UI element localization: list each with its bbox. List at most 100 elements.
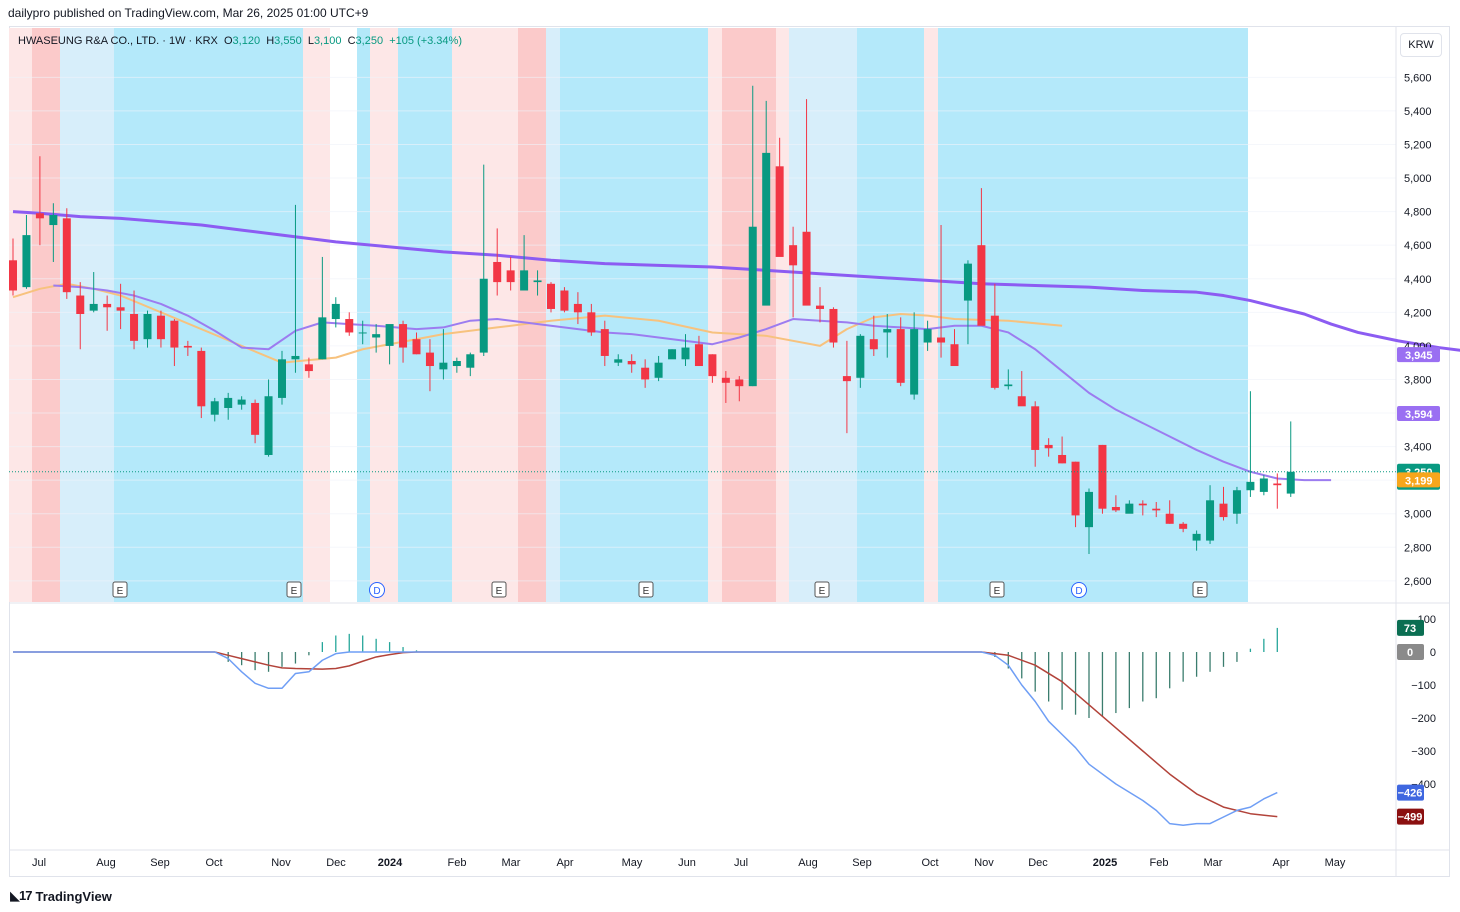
candle-body bbox=[1017, 396, 1026, 407]
y-tick-label: 5,000 bbox=[1404, 173, 1432, 185]
candle-body bbox=[197, 350, 206, 407]
candle-body bbox=[883, 329, 892, 333]
earnings-marker bbox=[286, 581, 302, 598]
x-tick-label: Mar bbox=[1204, 857, 1223, 869]
candle-body bbox=[1071, 461, 1080, 516]
macd-value-label-box bbox=[1397, 784, 1424, 801]
macd-value-label: 73 bbox=[1404, 623, 1416, 635]
earnings-marker bbox=[989, 581, 1005, 598]
tradingview-footer[interactable]: ◣17 TradingView bbox=[10, 888, 112, 904]
y-tick-label: 3,400 bbox=[1404, 442, 1432, 454]
macd-y-tick-label: 0 bbox=[1430, 647, 1436, 659]
candle-body bbox=[1206, 500, 1215, 541]
event-marker-label: E bbox=[1197, 586, 1204, 597]
x-tick-label: Jun bbox=[678, 857, 696, 869]
earnings-marker bbox=[638, 581, 654, 598]
high-value: 3,550 bbox=[274, 35, 302, 47]
candle-body bbox=[829, 308, 838, 343]
candle-body bbox=[412, 339, 421, 355]
x-tick-label: Aug bbox=[96, 857, 116, 869]
event-marker-label: E bbox=[819, 586, 826, 597]
background-band bbox=[357, 28, 370, 602]
open-label: O bbox=[223, 35, 233, 47]
candle-body bbox=[547, 283, 555, 309]
footer-brand: TradingView bbox=[35, 888, 112, 904]
publisher-header: dailypro published on TradingView.com, M… bbox=[8, 6, 369, 20]
macd-signal-line bbox=[13, 651, 1278, 818]
candle-body bbox=[493, 261, 502, 283]
macd-value-label: −499 bbox=[1398, 812, 1423, 824]
macd-value-label-box bbox=[1397, 619, 1424, 636]
candle-body bbox=[1125, 503, 1134, 514]
earnings-marker bbox=[491, 581, 507, 598]
candle-body bbox=[1219, 503, 1228, 518]
candle-body bbox=[573, 303, 582, 313]
background-band bbox=[546, 28, 560, 602]
candle-body bbox=[735, 379, 744, 387]
background-band bbox=[370, 28, 384, 602]
price-label-box bbox=[1397, 406, 1440, 422]
candle-body bbox=[681, 347, 690, 360]
candle-body bbox=[587, 312, 596, 333]
candle-body bbox=[910, 329, 919, 395]
price-label: 3,945 bbox=[1405, 350, 1433, 362]
candle-body bbox=[89, 303, 98, 311]
event-marker-label: E bbox=[994, 586, 1001, 597]
candle-body bbox=[22, 235, 31, 288]
candle-body bbox=[1286, 471, 1295, 494]
background-band bbox=[708, 28, 722, 602]
background-band bbox=[114, 28, 303, 602]
open-value: 3,120 bbox=[232, 35, 261, 47]
candle-body bbox=[264, 396, 273, 455]
x-tick-label: Nov bbox=[271, 857, 291, 869]
candle-body bbox=[345, 319, 354, 333]
change-value: +105 (+3.34%) bbox=[389, 35, 462, 47]
candle-body bbox=[520, 270, 529, 291]
x-tick-label: Aug bbox=[798, 857, 818, 869]
candle-body bbox=[990, 315, 999, 388]
candle-body bbox=[1058, 454, 1067, 464]
dividend-marker bbox=[369, 582, 385, 598]
ticker-legend: HWASEUNG R&A CO., LTD. · 1W · KRX O3,120… bbox=[18, 35, 462, 47]
macd-value-label-box bbox=[1397, 644, 1424, 660]
x-tick-label: Sep bbox=[852, 857, 872, 869]
background-band bbox=[560, 28, 708, 602]
x-tick-label: 2024 bbox=[378, 857, 403, 869]
candle-body bbox=[116, 307, 125, 311]
y-tick-label: 3,000 bbox=[1404, 509, 1432, 521]
x-tick-label: Dec bbox=[326, 857, 346, 869]
candle-body bbox=[9, 260, 17, 291]
candle-body bbox=[251, 402, 260, 435]
background-band bbox=[789, 28, 857, 602]
candle-body bbox=[708, 354, 717, 377]
candle-body bbox=[721, 377, 730, 383]
candle-body bbox=[278, 359, 286, 398]
dividend-marker bbox=[1071, 582, 1087, 598]
event-marker-label: D bbox=[1075, 586, 1082, 597]
candle-body bbox=[1085, 491, 1093, 528]
x-tick-label: 2025 bbox=[1093, 857, 1117, 869]
background-band bbox=[398, 28, 452, 602]
candle-body bbox=[399, 324, 408, 348]
ma-long-line bbox=[12, 210, 1460, 352]
candle-body bbox=[1232, 490, 1241, 514]
candle-body bbox=[923, 329, 932, 343]
candle-body bbox=[1004, 384, 1013, 387]
y-tick-label: 4,400 bbox=[1404, 274, 1432, 286]
x-tick-label: May bbox=[622, 857, 643, 869]
close-label: C bbox=[347, 35, 356, 47]
candle-body bbox=[103, 303, 112, 308]
candle-body bbox=[1246, 481, 1255, 491]
x-tick-label: Jul bbox=[734, 857, 748, 869]
currency-button[interactable]: KRW bbox=[1400, 33, 1442, 57]
y-tick-label: 3,800 bbox=[1404, 374, 1432, 386]
candle-body bbox=[896, 329, 905, 383]
low-label: L bbox=[307, 35, 314, 47]
x-tick-label: Feb bbox=[1150, 857, 1169, 869]
candle-body bbox=[385, 324, 394, 346]
macd-value-label-box bbox=[1397, 808, 1424, 825]
price-label: 3,199 bbox=[1405, 475, 1433, 487]
background-band bbox=[518, 28, 546, 602]
candle-body bbox=[560, 290, 569, 311]
